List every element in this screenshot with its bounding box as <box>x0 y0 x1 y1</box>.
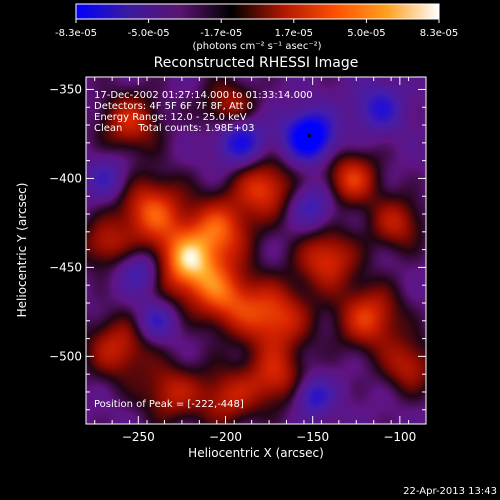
colorbar-tick-label: 5.0e-05 <box>347 28 385 39</box>
colorbar-ticks: -8.3e-05 -5.0e-05 -1.7e-05 1.7e-05 5.0e-05 8.… <box>55 19 458 39</box>
y-tick-label: −350 <box>49 82 82 96</box>
colorbar-tick-label: 1.7e-05 <box>275 28 313 39</box>
y-tick-label: −450 <box>49 260 82 274</box>
annotation-energy-range: Energy Range: 12.0 - 25.0 keV <box>94 112 247 123</box>
x-tick-label: −250 <box>122 430 155 444</box>
x-axis-label: Heliocentric X (arcsec) <box>188 446 324 460</box>
colorbar-tick-label: -5.0e-05 <box>128 28 170 39</box>
plot-axes: −250 −200 −150 −100 −350 −400 −450 −500 <box>49 77 427 444</box>
heatmap-canvas <box>86 77 426 424</box>
x-tick-label: −200 <box>209 430 242 444</box>
x-tick-label: −150 <box>296 430 329 444</box>
y-tick-label: −500 <box>49 349 82 363</box>
plot-frame <box>85 76 427 425</box>
annotation-time-range: 17-Dec-2002 01:27:14.000 to 01:33:14.000 <box>94 90 313 101</box>
colorbar-unit-label: (photons cm⁻² s⁻¹ asec⁻²) <box>192 41 321 52</box>
colorbar-tick-label: -8.3e-05 <box>55 28 97 39</box>
footer-timestamp: 22-Apr-2013 13:43 <box>403 486 497 497</box>
y-axis-label: Heliocentric Y (arcsec) <box>15 183 29 318</box>
minimum-marker <box>307 134 311 138</box>
colorbar-tick-label: 8.3e-05 <box>420 28 458 39</box>
colorbar-tick-label: -1.7e-05 <box>200 28 242 39</box>
peak-position-label: Position of Peak = [-222,-448] <box>94 399 244 410</box>
annotation-detectors: Detectors: 4F 5F 6F 7F 8F, Att 0 <box>94 101 253 112</box>
y-tick-label: −400 <box>49 171 82 185</box>
x-tick-label: −100 <box>383 430 416 444</box>
annotation-clean-counts: Clean Total counts: 1.98E+03 <box>94 123 254 134</box>
colorbar <box>75 3 440 20</box>
chart-title: Reconstructed RHESSI Image <box>154 55 359 71</box>
